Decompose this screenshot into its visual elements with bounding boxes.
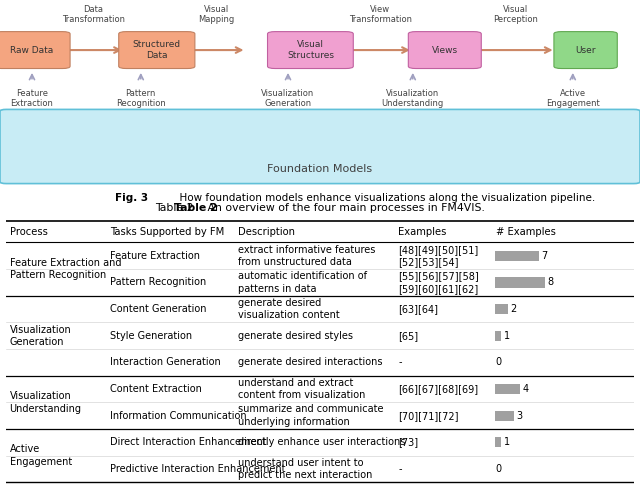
- FancyBboxPatch shape: [0, 32, 70, 68]
- Text: 4: 4: [523, 384, 529, 394]
- Bar: [495, 277, 545, 287]
- Text: Visualization
Generation: Visualization Generation: [10, 325, 71, 347]
- Text: [63][64]: [63][64]: [398, 304, 438, 314]
- Text: 0: 0: [495, 357, 501, 367]
- Text: Table 2    An overview of the four main processes in FM4VIS.: Table 2 An overview of the four main pro…: [155, 203, 485, 213]
- Text: 0: 0: [495, 464, 501, 474]
- Text: [48][49][50][51]
[52][53][54]: [48][49][50][51] [52][53][54]: [398, 244, 479, 267]
- Bar: [495, 437, 501, 447]
- Text: # Examples: # Examples: [495, 227, 556, 237]
- Text: automatic identification of
patterns in data: automatic identification of patterns in …: [239, 271, 367, 294]
- Bar: [495, 384, 520, 394]
- FancyBboxPatch shape: [554, 32, 617, 68]
- Text: [66][67][68][69]: [66][67][68][69]: [398, 384, 479, 394]
- Text: generate desired styles: generate desired styles: [239, 331, 353, 341]
- Text: [73]: [73]: [398, 437, 419, 447]
- Text: extract informative features
from unstructured data: extract informative features from unstru…: [239, 244, 376, 267]
- Text: Information Communication: Information Communication: [110, 411, 246, 421]
- Text: Visualization
Understanding: Visualization Understanding: [381, 89, 444, 108]
- Text: Pattern
Recognition: Pattern Recognition: [116, 89, 166, 108]
- Text: Examples: Examples: [398, 227, 447, 237]
- Text: 7: 7: [541, 251, 548, 261]
- Bar: [495, 304, 508, 314]
- FancyBboxPatch shape: [408, 32, 481, 68]
- Text: Style Generation: Style Generation: [110, 331, 192, 341]
- Text: How foundation models enhance visualizations along the visualization pipeline.: How foundation models enhance visualizat…: [173, 193, 595, 203]
- Text: Active
Engagement: Active Engagement: [10, 445, 72, 467]
- FancyBboxPatch shape: [268, 32, 353, 68]
- Text: Interaction Generation: Interaction Generation: [110, 357, 221, 367]
- Text: Predictive Interaction Enhancement: Predictive Interaction Enhancement: [110, 464, 285, 474]
- Text: Fig. 3: Fig. 3: [115, 193, 148, 203]
- Text: 8: 8: [548, 278, 554, 287]
- Bar: [495, 331, 501, 341]
- Text: Active
Engagement: Active Engagement: [546, 89, 600, 108]
- Text: Tasks Supported by FM: Tasks Supported by FM: [110, 227, 224, 237]
- FancyBboxPatch shape: [0, 109, 640, 183]
- Text: Visual
Structures: Visual Structures: [287, 40, 334, 60]
- Text: Description: Description: [239, 227, 296, 237]
- Bar: [495, 410, 514, 421]
- Text: 2: 2: [510, 304, 516, 314]
- Text: Raw Data: Raw Data: [10, 45, 54, 55]
- Text: -: -: [398, 357, 402, 367]
- Text: Views: Views: [432, 45, 458, 55]
- Text: Pattern Recognition: Pattern Recognition: [110, 278, 206, 287]
- Text: Visualization
Generation: Visualization Generation: [261, 89, 315, 108]
- Text: Feature Extraction and
Pattern Recognition: Feature Extraction and Pattern Recogniti…: [10, 258, 121, 280]
- Text: 3: 3: [516, 411, 522, 421]
- Text: [65]: [65]: [398, 331, 419, 341]
- Text: Content Generation: Content Generation: [110, 304, 206, 314]
- Text: directly enhance user interactions: directly enhance user interactions: [239, 437, 406, 447]
- Text: understand user intent to
predict the next interaction: understand user intent to predict the ne…: [239, 458, 373, 480]
- Text: Process: Process: [10, 227, 47, 237]
- Text: Direct Interaction Enhancement: Direct Interaction Enhancement: [110, 437, 266, 447]
- Text: Data
Transformation: Data Transformation: [62, 5, 125, 24]
- Text: Structured
Data: Structured Data: [132, 40, 181, 60]
- Text: View
Transformation: View Transformation: [349, 5, 412, 24]
- Text: [70][71][72]: [70][71][72]: [398, 411, 459, 421]
- Text: summarize and communicate
underlying information: summarize and communicate underlying inf…: [239, 405, 384, 427]
- FancyBboxPatch shape: [119, 32, 195, 68]
- Text: -: -: [398, 464, 402, 474]
- Text: 1: 1: [504, 331, 510, 341]
- Bar: [495, 251, 539, 261]
- Text: Feature
Extraction: Feature Extraction: [11, 89, 53, 108]
- Text: generate desired interactions: generate desired interactions: [239, 357, 383, 367]
- Text: Table 2: Table 2: [175, 203, 218, 213]
- Text: Visual
Perception: Visual Perception: [493, 5, 538, 24]
- Text: Visualization
Understanding: Visualization Understanding: [10, 391, 81, 413]
- Text: [55][56][57][58]
[59][60][61][62]: [55][56][57][58] [59][60][61][62]: [398, 271, 479, 294]
- Text: understand and extract
content from visualization: understand and extract content from visu…: [239, 378, 366, 400]
- Text: Content Extraction: Content Extraction: [110, 384, 202, 394]
- Text: Foundation Models: Foundation Models: [268, 164, 372, 174]
- Text: 1: 1: [504, 437, 510, 447]
- Text: User: User: [575, 45, 596, 55]
- Text: Feature Extraction: Feature Extraction: [110, 251, 200, 261]
- Text: Visual
Mapping: Visual Mapping: [198, 5, 235, 24]
- Text: generate desired
visualization content: generate desired visualization content: [239, 298, 340, 320]
